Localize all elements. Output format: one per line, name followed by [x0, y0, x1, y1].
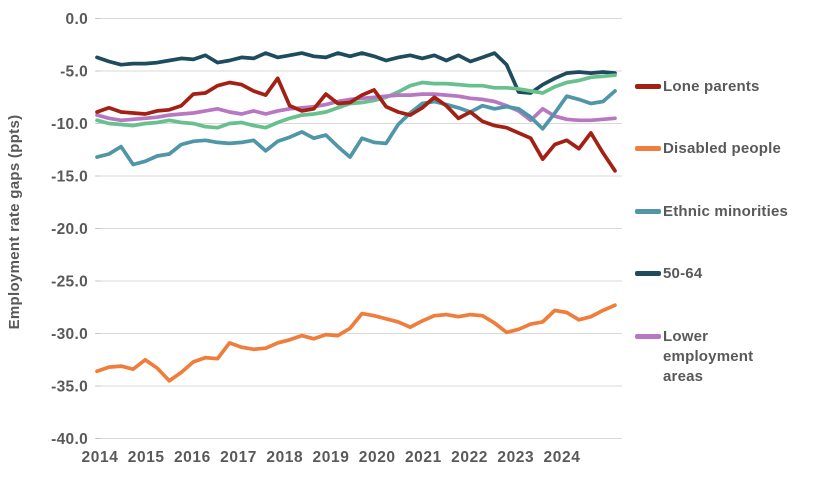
- line-ethnic-minorities: [95, 89, 617, 167]
- y-tick-label: -25.0: [51, 274, 88, 291]
- line-unlabelled: [95, 73, 617, 130]
- legend-swatch: [635, 84, 661, 89]
- x-tick-label: 2020: [359, 449, 396, 466]
- legend-item-lone-parents: Lone parents: [635, 77, 760, 97]
- x-tick-label: 2016: [174, 449, 211, 466]
- legend: Lone parents Disabled people Ethnic minori…: [635, 0, 830, 477]
- y-tick-label: -5.0: [60, 64, 88, 81]
- y-axis-title: Employment rate gaps (ppts): [6, 114, 23, 330]
- legend-swatch: [635, 209, 661, 214]
- legend-label: Lone parents: [663, 78, 760, 95]
- legend-swatch: [635, 146, 661, 151]
- y-tick-label: -10.0: [51, 116, 88, 133]
- y-tick-label: -40.0: [51, 431, 88, 448]
- legend-item-ethnic-minorities: Ethnic minorities: [635, 202, 788, 222]
- legend-label: Disabled people: [663, 140, 782, 157]
- x-tick-label: 2015: [128, 449, 165, 466]
- legend-label: Lower employment areas: [663, 328, 754, 385]
- legend-swatch: [635, 271, 661, 276]
- legend-label: 50-64: [663, 265, 703, 282]
- y-tick-label: -30.0: [51, 326, 88, 343]
- x-tick-label: 2023: [497, 449, 534, 466]
- y-tick-label: -35.0: [51, 379, 88, 396]
- x-tick-label: 2017: [220, 449, 257, 466]
- x-tick-label: 2019: [313, 449, 350, 466]
- legend-label: Ethnic minorities: [663, 203, 789, 220]
- line-50-64: [95, 51, 617, 95]
- legend-item-disabled-people: Disabled people: [635, 139, 781, 159]
- x-tick-label: 2014: [82, 449, 119, 466]
- line-disabled-people: [95, 303, 617, 383]
- line-lone-parents: [95, 76, 617, 173]
- x-tick-label: 2021: [405, 449, 442, 466]
- legend-swatch: [635, 334, 661, 339]
- legend-item-50-64: 50-64: [635, 264, 702, 284]
- y-tick-label: -15.0: [51, 169, 88, 186]
- x-tick-label: 2018: [266, 449, 303, 466]
- x-tick-label: 2022: [451, 449, 488, 466]
- y-tick-label: 0.0: [66, 11, 88, 28]
- x-tick-label: 2024: [544, 449, 581, 466]
- legend-item-lower-employment-areas: Lower employment areas: [635, 327, 791, 387]
- y-tick-label: -20.0: [51, 221, 88, 238]
